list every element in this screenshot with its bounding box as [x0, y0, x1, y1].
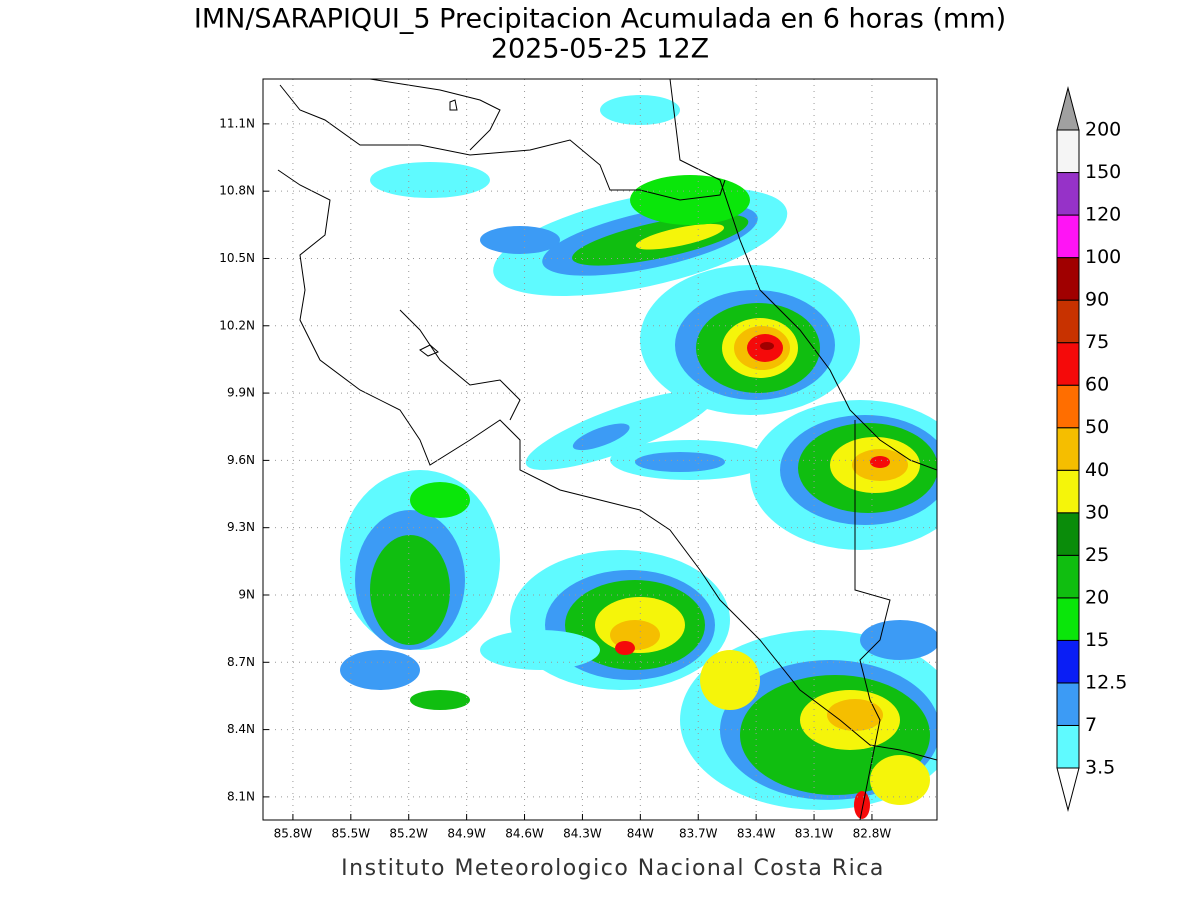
x-tick-label: 85.8W [274, 827, 313, 841]
y-tick-label: 9.9N [227, 386, 255, 400]
y-tick-label: 11.1N [219, 116, 255, 130]
colorbar-box [1056, 554, 1080, 599]
subtitle: 2025-05-25 12Z [491, 34, 709, 65]
precipitation-field [277, 79, 937, 820]
x-tick-label: 83.4W [737, 827, 776, 841]
colorbar-label: 30 [1085, 501, 1109, 523]
colorbar-label: 200 [1085, 119, 1121, 141]
y-tick-label: 10.8N [219, 184, 255, 198]
colorbar-box [1056, 299, 1080, 344]
colorbar-box [1056, 639, 1080, 684]
colorbar-label: 25 [1085, 544, 1109, 566]
colorbar-over [1056, 86, 1080, 131]
colorbar-box [1056, 257, 1080, 301]
y-tick-label: 10.2N [219, 318, 255, 332]
y-tick-label: 10.5N [219, 251, 255, 265]
y-tick-label: 9.3N [227, 520, 255, 534]
colorbar-label: 150 [1085, 161, 1121, 183]
colorbar-box [1056, 469, 1080, 514]
x-tick-label: 84.6W [505, 827, 544, 841]
colorbar-box [1056, 172, 1080, 216]
x-tick-label: 84W [627, 827, 654, 841]
colorbar-label: 90 [1085, 289, 1109, 311]
y-tick-label: 9N [238, 587, 255, 601]
x-tick-label: 85.5W [332, 827, 371, 841]
colorbar: 3.5 7 12.5 15 20 25 30 40 50 60 75 90 100 120 150 200 [1056, 86, 1127, 812]
colorbar-label: 3.5 [1085, 757, 1115, 779]
colorbar-label: 7 [1085, 714, 1097, 736]
colorbar-label: 12.5 [1085, 671, 1127, 693]
x-tick-label: 82.8W [853, 827, 892, 841]
colorbar-label: 40 [1085, 459, 1109, 481]
colorbar-box [1056, 597, 1080, 641]
y-tick-label: 8.1N [227, 789, 255, 803]
x-tick-label: 83.7W [679, 827, 718, 841]
y-tick-label: 8.4N [227, 722, 255, 736]
colorbar-label: 60 [1085, 374, 1109, 396]
colorbar-box [1056, 682, 1080, 726]
title: IMN/SARAPIQUI_5 Precipitacion Acumulada … [194, 4, 1006, 35]
colorbar-box [1056, 342, 1080, 386]
colorbar-label: 50 [1085, 416, 1109, 438]
y-tick-label: 9.6N [227, 453, 255, 467]
colorbar-box [1056, 129, 1080, 174]
x-tick-label: 83.1W [795, 827, 834, 841]
colorbar-under [1056, 767, 1080, 812]
footer: Instituto Meteorologico Nacional Costa R… [341, 856, 885, 881]
colorbar-box [1056, 384, 1080, 429]
colorbar-box [1056, 427, 1080, 471]
colorbar-label: 120 [1085, 204, 1121, 226]
colorbar-label: 75 [1085, 331, 1109, 353]
graticule: 85.8W 85.5W 85.2W 84.9W 84.6W 84.3W 84W 83.7W 83… [219, 79, 937, 841]
colorbar-label: 100 [1085, 246, 1121, 268]
map-frame [262, 78, 938, 821]
y-tick-label: 8.7N [227, 655, 255, 669]
colorbar-label: 20 [1085, 586, 1109, 608]
x-tick-label: 84.9W [447, 827, 486, 841]
x-tick-label: 84.3W [563, 827, 602, 841]
colorbar-box [1056, 724, 1080, 769]
colorbar-box [1056, 512, 1080, 556]
colorbar-label: 15 [1085, 629, 1109, 651]
x-tick-label: 85.2W [389, 827, 428, 841]
colorbar-box [1056, 214, 1080, 259]
